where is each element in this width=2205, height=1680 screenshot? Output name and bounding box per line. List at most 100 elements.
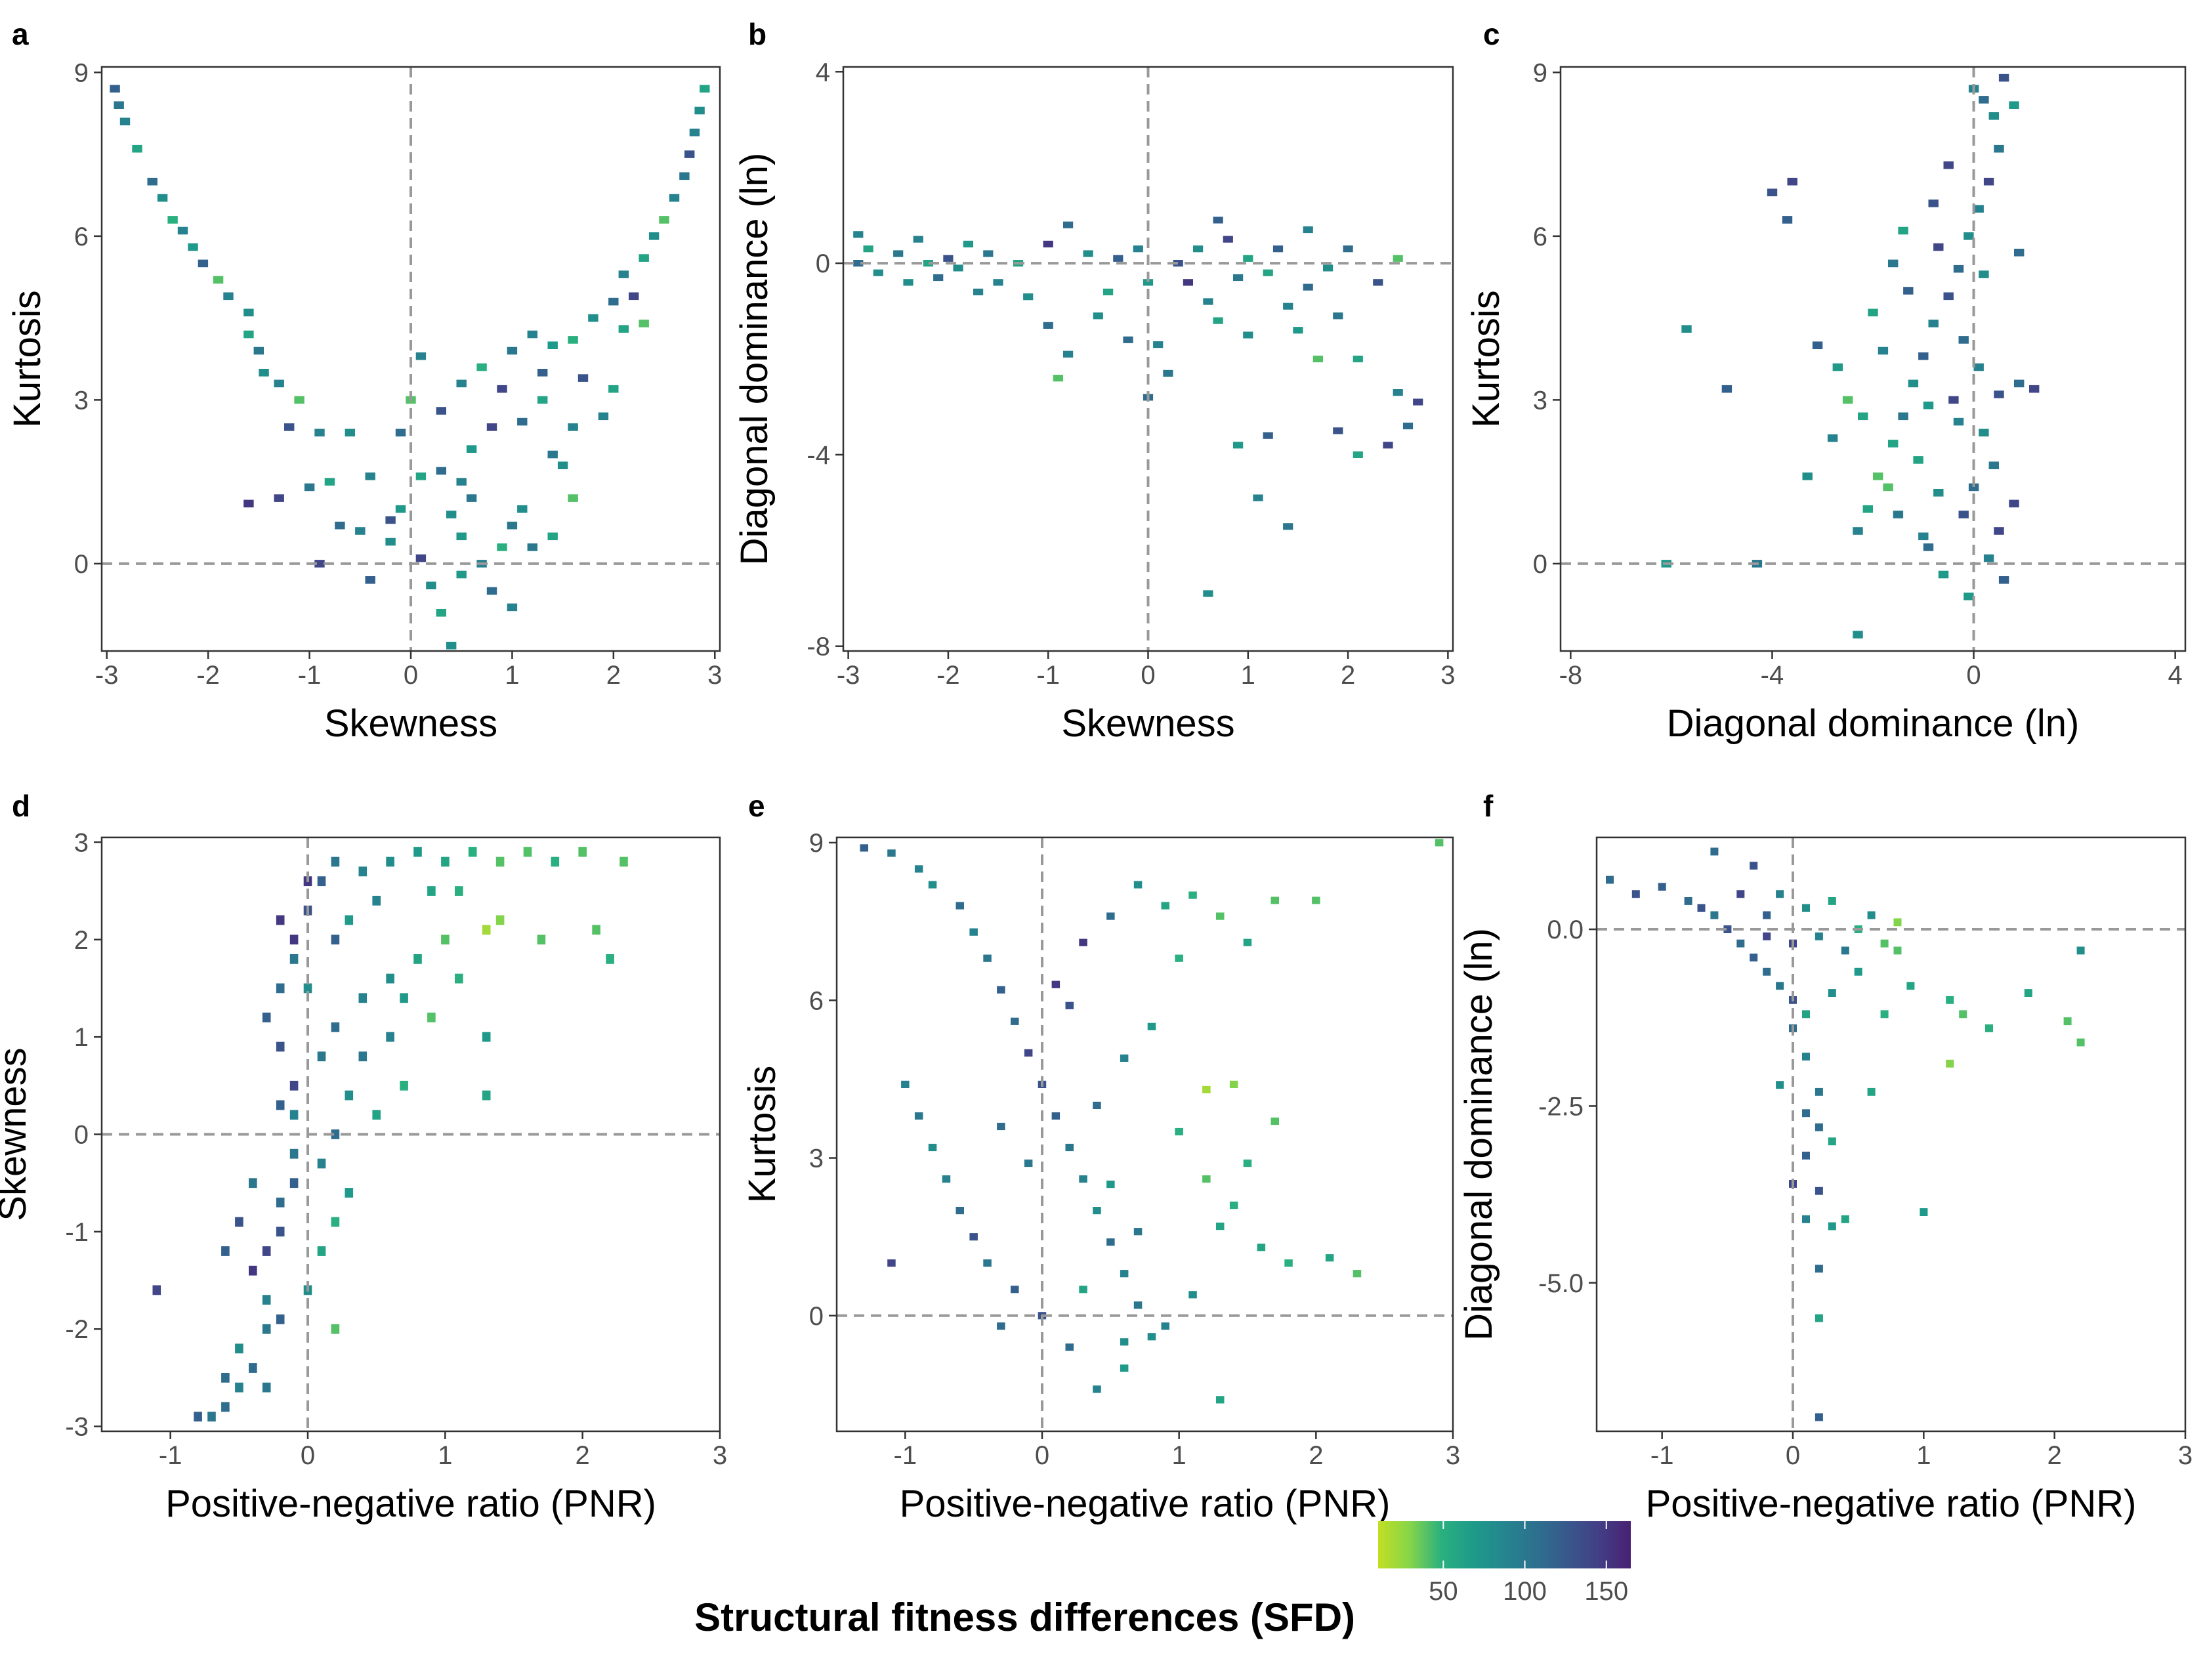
heatmap-cell (1353, 1270, 1362, 1278)
heatmap-cell (1093, 312, 1103, 320)
heatmap-cell (482, 1032, 491, 1042)
heatmap-cell (1123, 336, 1133, 343)
heatmap-cell (1063, 350, 1074, 358)
heatmap-cell (1750, 954, 1758, 962)
heatmap-cell (1802, 1053, 1810, 1060)
heatmap-cell (527, 543, 537, 551)
heatmap-cell (997, 986, 1005, 994)
heatmap-cell (1973, 205, 1984, 213)
x-tick-label: 0 (1141, 661, 1155, 690)
heatmap-cell (914, 865, 923, 873)
heatmap-cell (639, 254, 649, 262)
y-tick-label: 0 (1533, 550, 1547, 579)
heatmap-cell (547, 532, 558, 541)
heatmap-cell (684, 150, 695, 158)
x-tick-label: -1 (159, 1441, 182, 1470)
heatmap-cell (933, 274, 944, 282)
y-axis-title: Kurtosis (741, 1066, 784, 1204)
heatmap-cells (1606, 847, 2085, 1421)
heatmap-cell (1736, 890, 1745, 898)
heatmap-cell (1093, 1207, 1101, 1215)
heatmap-cell (331, 934, 340, 945)
heatmap-cell (1393, 389, 1403, 396)
heatmap-cell (1883, 483, 1893, 492)
heatmap-cell (1229, 1080, 1238, 1088)
heatmap-cell (345, 1090, 354, 1101)
heatmap-cell (1750, 862, 1758, 870)
heatmap-cell (1213, 217, 1223, 224)
heatmap-cell (659, 216, 669, 224)
heatmap-cell (1888, 440, 1899, 448)
x-tick-label: 0 (1786, 1441, 1800, 1470)
x-tick-label: 3 (707, 661, 722, 690)
heatmap-cell (1998, 74, 2009, 82)
heatmap-cell (860, 844, 868, 852)
heatmap-cell (1776, 890, 1784, 898)
heatmap-cell (1024, 1159, 1033, 1167)
heatmap-cell (119, 117, 131, 125)
x-tick-label: 2 (576, 1441, 590, 1470)
heatmap-cell (1243, 938, 1252, 946)
heatmap-cell (262, 1295, 271, 1305)
heatmap-cell (1103, 288, 1114, 295)
heatmap-cell (400, 993, 408, 1003)
heatmap-cell (618, 270, 629, 278)
y-tick-label: 2 (74, 926, 89, 955)
heatmap-cell (468, 847, 477, 857)
heatmap-cell (1938, 570, 1949, 579)
x-axis-title: Skewness (1061, 702, 1234, 745)
heatmap-cell (1133, 881, 1143, 889)
heatmap-cell (482, 925, 491, 935)
y-tick-label: -4 (807, 441, 830, 470)
heatmap-cell (194, 1412, 202, 1422)
y-tick-label: 9 (74, 58, 89, 87)
heatmap-cell (1113, 255, 1124, 262)
heatmap-cell (1093, 1101, 1101, 1109)
heatmap-cell (1906, 982, 1915, 990)
heatmap-cell (923, 260, 933, 267)
heatmap-cell (1393, 255, 1403, 262)
heatmap-cell (1979, 96, 1989, 104)
heatmap-cell (1953, 264, 1964, 273)
heatmap-cell (1120, 1338, 1129, 1346)
legend-tick-label: 150 (1584, 1577, 1628, 1606)
x-tick-label: 2 (1341, 661, 1355, 690)
heatmap-cell (1023, 293, 1034, 301)
heatmap-cell (395, 429, 406, 437)
heatmap-cell (1133, 1228, 1143, 1236)
heatmap-cell (262, 1382, 271, 1393)
x-tick-label: 1 (438, 1441, 452, 1470)
heatmap-cell (1065, 1343, 1074, 1351)
x-tick-label: 3 (1440, 661, 1455, 690)
heatmap-cell (1083, 250, 1093, 257)
heatmap-cell (276, 983, 285, 994)
heatmap-cell (1253, 494, 1263, 501)
heatmap-cell (2014, 249, 2025, 257)
heatmap-cell (495, 915, 505, 925)
heatmap-cell (2029, 385, 2040, 393)
heatmap-cell (1815, 1123, 1823, 1131)
heatmap-cell (1913, 456, 1923, 464)
panel-e: e -1 0 1 2 3 0 3 6 9 Positive-negative ratio (PNR)… (741, 789, 1460, 1525)
heatmap-cell (466, 494, 477, 502)
heatmap-cell (1880, 939, 1889, 948)
y-axis-title: Kurtosis (6, 290, 49, 428)
heatmap-cell (1303, 284, 1313, 291)
x-tick-label: 2 (1309, 1441, 1323, 1470)
heatmap-cell (1710, 847, 1719, 856)
heatmap-cell (1079, 938, 1087, 946)
heatmap-cell (1985, 1024, 1993, 1032)
heatmap-cell (1106, 1181, 1115, 1188)
heatmap-cell (249, 1363, 257, 1373)
heatmap-cell (1958, 336, 1969, 344)
heatmap-cell (1968, 483, 1979, 492)
heatmap-cell (1802, 472, 1813, 480)
heatmap-cell (903, 279, 914, 286)
heatmap-cell (700, 85, 710, 93)
heatmap-cell (1353, 355, 1363, 363)
heatmap-cell (1776, 982, 1784, 990)
heatmap-cell (507, 603, 518, 612)
heatmap-cell (1263, 269, 1273, 276)
x-tick-label: -4 (1761, 661, 1784, 690)
heatmap-cell (1802, 1215, 1810, 1223)
